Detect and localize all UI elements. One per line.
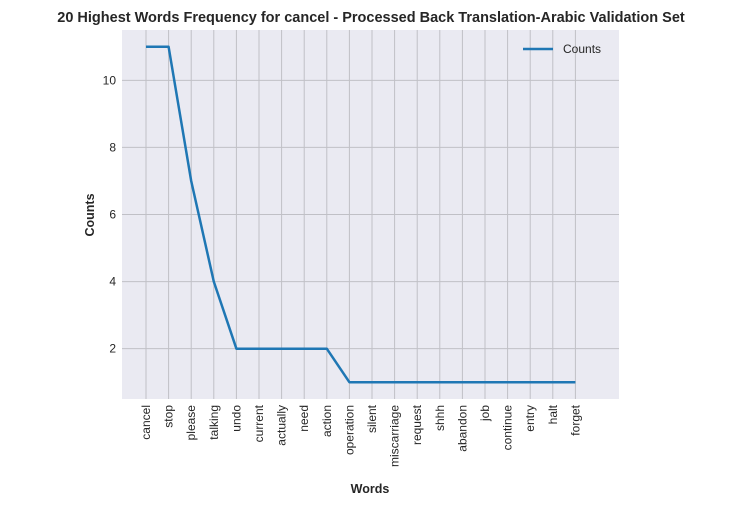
chart-title: 20 Highest Words Frequency for cancel - … — [57, 10, 685, 26]
x-tick-label: entry — [523, 405, 537, 432]
x-tick-labels: cancel stop please talking undo current actual… — [139, 404, 582, 467]
x-tick-label: stop — [162, 405, 176, 428]
x-tick-label: miscarriage — [388, 405, 402, 467]
y-tick-label: 4 — [109, 275, 116, 289]
x-tick-label: current — [252, 404, 266, 442]
x-axis-label: Words — [351, 482, 390, 496]
x-tick-label: operation — [342, 405, 356, 455]
x-tick-label: shhh — [433, 405, 447, 431]
y-tick-labels: 2 4 6 8 10 — [103, 73, 117, 355]
x-tick-label: halt — [546, 404, 560, 424]
series-line-counts — [146, 45, 576, 384]
x-tick-label: forget — [568, 404, 582, 435]
x-tick-label: action — [320, 405, 334, 437]
x-tick-label: please — [184, 405, 198, 441]
x-tick-label: silent — [365, 404, 379, 433]
series-lines — [145, 45, 576, 384]
y-gridlines — [122, 79, 619, 350]
x-tick-label: undo — [229, 405, 243, 432]
x-tick-label: cancel — [139, 405, 153, 440]
x-tick-label: continue — [501, 405, 515, 451]
legend: Counts — [523, 42, 601, 56]
x-tick-label: abandon — [455, 405, 469, 452]
x-tick-label: job — [478, 405, 492, 422]
legend-label: Counts — [563, 42, 601, 56]
y-axis-label: Counts — [83, 193, 97, 236]
y-tick-label: 8 — [109, 140, 116, 154]
y-tick-label: 6 — [109, 208, 116, 222]
x-tick-label: request — [410, 404, 424, 445]
x-tick-label: talking — [207, 405, 221, 440]
x-tick-label: need — [297, 405, 311, 432]
y-tick-label: 10 — [103, 73, 117, 87]
y-tick-label: 2 — [109, 342, 116, 356]
x-tick-label: actually — [275, 405, 289, 446]
